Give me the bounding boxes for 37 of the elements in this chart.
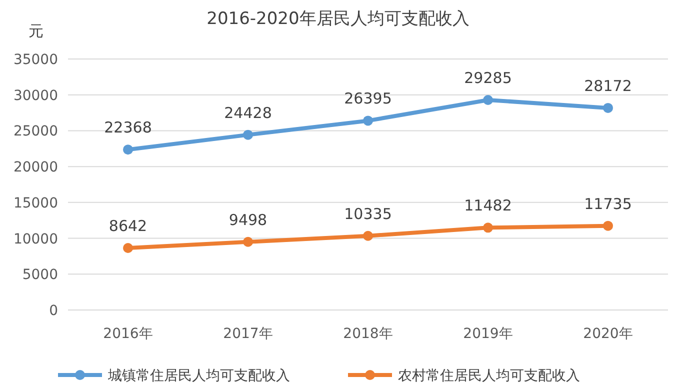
point xyxy=(363,230,373,241)
point xyxy=(123,243,133,254)
point xyxy=(363,116,373,126)
x-tick-label: 2017年 xyxy=(223,326,273,342)
y-tick-label: 35000 xyxy=(13,52,58,68)
y-tick-label: 15000 xyxy=(13,195,58,212)
point xyxy=(483,222,493,233)
y-tick-label: 20000 xyxy=(13,160,58,176)
y-tick-label: 5000 xyxy=(22,267,58,284)
data-label: 9498 xyxy=(228,210,268,229)
y-axis-title: 元 xyxy=(28,22,44,40)
data-label: 11735 xyxy=(584,194,632,213)
data-label: 22368 xyxy=(104,118,152,137)
point xyxy=(603,220,613,231)
y-tick-label: 10000 xyxy=(13,231,58,248)
x-tick-label: 2019年 xyxy=(463,326,513,342)
x-tick-label: 2020年 xyxy=(583,326,633,342)
data-label: 26395 xyxy=(344,90,392,108)
data-label: 11482 xyxy=(464,196,512,215)
point xyxy=(603,102,613,113)
data-label: 10335 xyxy=(344,204,392,223)
data-label: 8642 xyxy=(108,217,148,236)
legend-label: 城镇常住居民人均可支配收入 xyxy=(107,368,290,384)
y-tick-label: 0 xyxy=(49,303,58,319)
point xyxy=(243,236,253,247)
data-label: 29285 xyxy=(464,68,512,87)
point xyxy=(123,144,133,155)
x-tick-label: 2018年 xyxy=(343,326,393,342)
legend-label: 农村常住居民人均可支配收入 xyxy=(398,368,580,384)
data-label: 28172 xyxy=(584,76,632,95)
data-label: 24428 xyxy=(224,104,272,122)
point xyxy=(243,130,253,140)
x-tick-label: 2016年 xyxy=(103,326,153,342)
chart-title: 2016-2020年居民人均可支配收入 xyxy=(206,9,470,29)
y-tick-label: 30000 xyxy=(13,88,58,104)
point xyxy=(483,94,493,105)
y-tick-label: 25000 xyxy=(13,124,58,140)
